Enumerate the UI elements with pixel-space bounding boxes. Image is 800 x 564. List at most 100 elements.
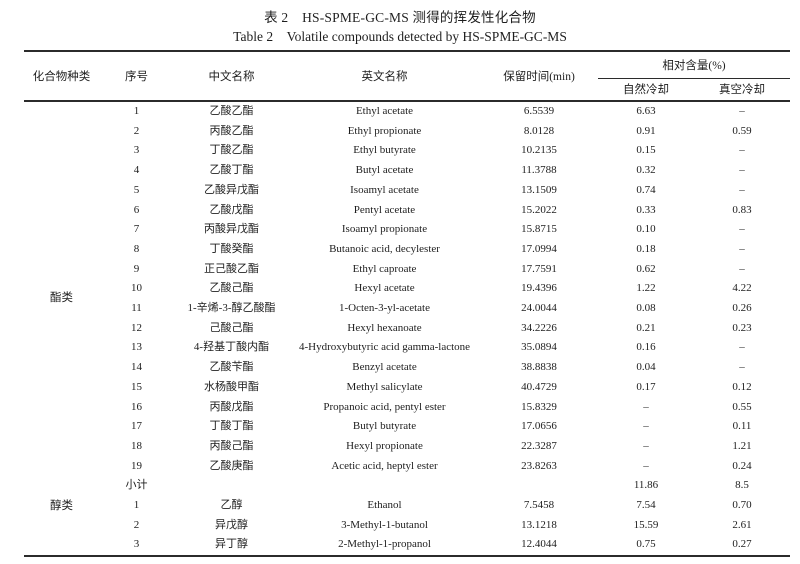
row-index: 15	[131, 380, 142, 393]
vacuum-cooling-value: –	[739, 262, 745, 275]
retention-time-value: 22.3287	[521, 439, 557, 452]
compound-name-zh: 丁酸丁酯	[209, 420, 254, 433]
compound-name-zh: 丁酸癸酯	[209, 242, 254, 255]
header-vacuum-cooling: 真空冷却	[694, 78, 790, 102]
natural-cooling-value: –	[643, 439, 649, 452]
retention-time-value: 19.4396	[521, 282, 557, 295]
vacuum-cooling-value: 0.11	[732, 420, 752, 433]
row-index: 4	[133, 164, 140, 177]
retention-time-value: 38.8838	[521, 361, 557, 374]
retention-time-value: 11.3788	[521, 164, 557, 177]
compound-name-en: 3-Methyl-1-butanol	[341, 518, 428, 531]
vacuum-cooling-value: –	[739, 341, 745, 354]
compound-name-en: Ethyl propionate	[347, 124, 422, 137]
retention-time-value: 40.4729	[521, 380, 557, 393]
compound-name-zh: 丙酸己酯	[209, 439, 254, 452]
header-relative-content: 相对含量(%)	[598, 49, 790, 79]
volatile-compounds-table: 化合物种类 序号 中文名称 英文名称 保留时间(min) 相对含量(%) 自然冷…	[24, 49, 790, 558]
table-row: 12 己酸己酯 Hexyl hexanoate 34.2226 0.21 0.2…	[24, 319, 790, 339]
table-row: 酯类 1 乙酸乙酯 Ethyl acetate 6.5539 6.63 –	[24, 101, 790, 304]
row-index: 1	[133, 499, 140, 512]
retention-time-value: 13.1218	[521, 518, 557, 531]
table-header: 化合物种类 序号 中文名称 英文名称 保留时间(min) 相对含量(%) 自然冷…	[24, 49, 790, 102]
compound-name-zh: 4-羟基丁酸内酯	[193, 341, 270, 354]
compound-name-zh: 丙酸异戊酯	[204, 223, 259, 236]
row-index: 12	[131, 321, 142, 334]
compound-name-zh: 正己酸乙酯	[204, 262, 259, 275]
vacuum-cooling-value: 0.83	[732, 203, 752, 216]
row-index: 19	[131, 459, 142, 472]
natural-cooling-value: 0.10	[636, 223, 656, 236]
vacuum-cooling-value: 1.21	[732, 439, 752, 452]
vacuum-cooling-value: –	[739, 164, 745, 177]
natural-cooling-value: 15.59	[633, 518, 659, 531]
vacuum-cooling-value: –	[739, 183, 745, 196]
compound-name-en: Hexyl hexanoate	[347, 321, 422, 334]
compound-name-en: Ethyl butyrate	[353, 144, 416, 157]
compound-category-cell: 酯类	[50, 292, 73, 305]
vacuum-cooling-value: –	[739, 223, 745, 236]
natural-cooling-value: 0.18	[636, 242, 656, 255]
table-row: 11 1-辛烯-3-醇乙酸酯 1-Octen-3-yl-acetate 24.0…	[24, 299, 790, 319]
compound-name-en: Isoamyl acetate	[350, 183, 419, 196]
table-row: 5 乙酸异戊酯 Isoamyl acetate 13.1509 0.74 –	[24, 181, 790, 201]
natural-cooling-value: 0.91	[636, 124, 656, 137]
natural-cooling-value: 0.75	[636, 538, 656, 551]
retention-time-value: 15.8715	[521, 223, 557, 236]
compound-name-zh: 乙酸庚酯	[209, 459, 254, 472]
retention-time-value	[480, 476, 598, 496]
compound-name-en: Butyl acetate	[355, 164, 414, 177]
compound-name-zh: 己酸己酯	[209, 321, 254, 334]
table-row: 7 丙酸异戊酯 Isoamyl propionate 15.8715 0.10 …	[24, 220, 790, 240]
vacuum-cooling-value: 0.70	[732, 499, 752, 512]
retention-time-value: 13.1509	[521, 183, 557, 196]
row-index: 7	[133, 223, 140, 236]
compound-name-en: Ethanol	[367, 499, 402, 512]
vacuum-cooling-value: –	[739, 144, 745, 157]
table-row: 小计 11.86 8.5	[24, 476, 790, 496]
table-row: 3 丁酸乙酯 Ethyl butyrate 10.2135 0.15 –	[24, 141, 790, 161]
natural-cooling-value: 0.08	[636, 302, 656, 315]
retention-time-value: 15.2022	[521, 203, 557, 216]
row-index: 13	[131, 341, 142, 354]
table-row: 8 丁酸癸酯 Butanoic acid, decylester 17.0994…	[24, 240, 790, 260]
retention-time-value: 10.2135	[521, 144, 557, 157]
natural-cooling-value: 0.21	[636, 321, 656, 334]
vacuum-cooling-value: 0.26	[732, 302, 752, 315]
header-name-en: 英文名称	[289, 50, 480, 102]
compound-name-en: Butanoic acid, decylester	[329, 242, 440, 255]
natural-cooling-value: –	[643, 420, 649, 433]
natural-cooling-value: –	[643, 400, 649, 413]
compound-name-en: Hexyl acetate	[354, 282, 415, 295]
table-row: 6 乙酸戊酯 Pentyl acetate 15.2022 0.33 0.83	[24, 201, 790, 221]
table-row: 2 丙酸乙酯 Ethyl propionate 8.0128 0.91 0.59	[24, 122, 790, 142]
row-index: 16	[131, 400, 142, 413]
compound-name-en: Hexyl propionate	[346, 439, 423, 452]
compound-name-zh: 乙酸丁酯	[209, 164, 254, 177]
table-row: 10 乙酸己酯 Hexyl acetate 19.4396 1.22 4.22	[24, 279, 790, 299]
natural-cooling-value: 0.33	[636, 203, 656, 216]
table-row: 18 丙酸己酯 Hexyl propionate 22.3287 – 1.21	[24, 437, 790, 457]
compound-name-zh: 乙酸苄酯	[209, 361, 254, 374]
header-name-zh: 中文名称	[174, 50, 289, 102]
compound-name-zh: 丁酸乙酯	[209, 144, 254, 157]
natural-cooling-value: 0.62	[636, 262, 656, 275]
row-index: 2	[133, 124, 140, 137]
compound-category-cell: 醇类	[50, 500, 73, 513]
compound-name-en	[289, 476, 480, 496]
vacuum-cooling-value: 0.23	[732, 321, 752, 334]
row-index: 14	[131, 361, 142, 374]
compound-name-zh: 异戊醇	[215, 518, 248, 531]
header-retention-time: 保留时间(min)	[480, 50, 598, 102]
retention-time-value: 15.8329	[521, 400, 557, 413]
row-index: 5	[133, 183, 140, 196]
table-row: 13 4-羟基丁酸内酯 4-Hydroxybutyric acid gamma-…	[24, 338, 790, 358]
retention-time-value: 34.2226	[521, 321, 557, 334]
header-natural-cooling: 自然冷却	[598, 78, 694, 102]
row-index: 小计	[125, 479, 148, 492]
header-compound-category: 化合物种类	[24, 50, 99, 102]
compound-name-en: Ethyl caproate	[352, 262, 417, 275]
row-index: 2	[133, 518, 140, 531]
table-body: 酯类 1 乙酸乙酯 Ethyl acetate 6.5539 6.63 – 2 丙…	[24, 101, 790, 556]
